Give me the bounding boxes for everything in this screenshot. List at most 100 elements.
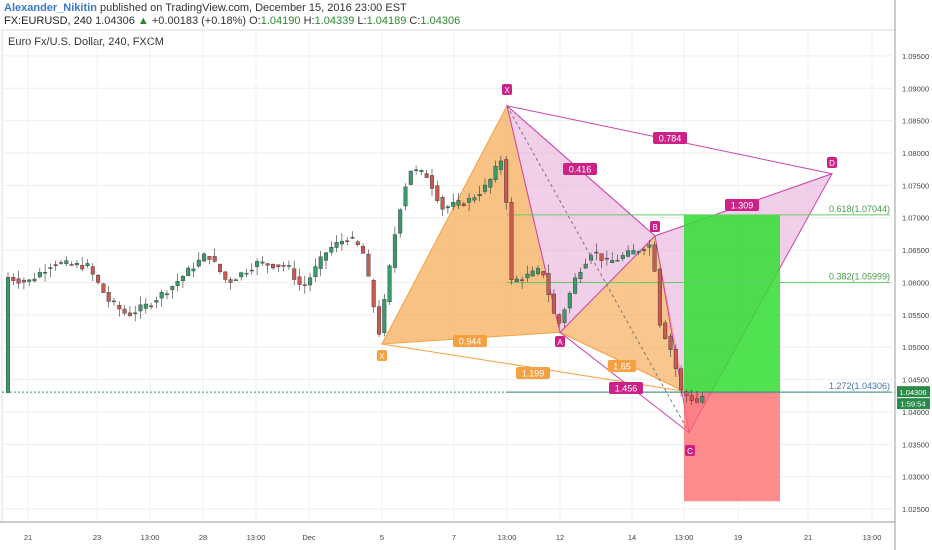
point-box [502,84,512,95]
point-box [685,445,695,456]
candle [673,344,678,377]
publish-info: published on TradingView.com, December 1… [99,2,407,14]
x-tick-label: 28 [199,533,207,542]
candles [5,155,705,405]
candle [536,265,541,276]
candle-body [700,396,705,403]
candle [302,275,307,294]
x-tick-label: 21 [24,533,32,542]
candle-body [626,250,631,257]
candle-body [668,335,673,350]
candle [604,250,609,266]
ratio-label-xb: 1.199 [516,367,550,379]
label-text: 1.309 [731,201,754,211]
up-arrow-icon: ▲ [137,15,149,27]
x-tick-label: 13:00 [247,533,266,542]
candle-body [308,277,313,286]
candle-body [101,283,106,293]
y-tick-label: 1.06500 [902,246,929,255]
candle [329,241,334,256]
candle [21,277,26,290]
candle-body [21,279,26,283]
candle [440,195,445,216]
candle-body [217,263,222,272]
y-tick-label: 1.07000 [902,214,929,223]
candle [514,275,519,283]
y-tick-label: 1.08500 [902,117,929,126]
candle [138,296,143,319]
candle-body [202,253,207,262]
x-tick-label: 13:00 [498,533,517,542]
y-tick-label: 1.04000 [902,408,929,417]
candle-body [170,286,175,291]
candle-body [594,251,599,254]
candle [244,268,249,278]
high-value: 1.04339 [314,15,355,27]
candle [313,258,318,282]
candle-body [313,266,318,278]
candle-body [398,209,403,234]
candle [149,302,154,310]
open-value: 1.04190 [260,15,301,27]
candle-body [53,264,58,266]
y-tick-label: 1.04500 [902,376,929,385]
candle-body [111,300,116,303]
candle-body [387,265,392,303]
candle-body [64,260,69,265]
ratio-label-ac: 1.456 [609,382,643,394]
candle [615,254,620,262]
candle-body [493,165,498,180]
label-box [563,163,597,175]
candle-body [366,253,371,277]
candle-body [350,237,355,239]
candle [414,165,419,175]
candle [122,305,127,316]
x-axis: 21 23 13:00 28 13:00 Dec 5 7 13:00 12 14 13:00 19 21 1… [24,30,881,542]
candle-body [27,279,32,282]
candle [700,392,705,405]
price-axis-tags: 1.04306 1:59:54 [897,386,930,410]
author-link[interactable]: Alexander_Nikitin [4,2,97,14]
x-tick-label: 13:00 [141,533,160,542]
candle [541,270,546,279]
candle-body [186,267,191,277]
candle [233,278,238,281]
candle [186,265,191,277]
y-tick-label: 1.09500 [902,52,929,61]
candle-body [371,280,376,308]
candle-body [106,292,111,302]
candle [631,244,636,255]
candle-body [636,251,641,253]
candle-body [96,274,101,283]
point-text: C [687,447,693,456]
candle [324,252,329,270]
candle-body [329,246,334,253]
candle [504,155,509,211]
candle-body [324,252,329,261]
candle-body [212,256,217,262]
candle-body [520,279,525,281]
pattern-line-bd [559,331,685,392]
candle [642,247,647,256]
candle-body [276,264,281,268]
candle-body [180,276,185,282]
candle [164,290,169,300]
point-b: B [650,221,660,232]
candle [695,390,700,404]
candle-body [530,270,535,277]
candle [525,265,530,282]
candle [451,193,456,211]
candle [530,266,535,277]
candle-body [249,269,254,272]
candle-body [345,240,350,242]
candle [361,243,366,254]
candle [419,169,424,176]
candle [477,185,482,202]
candle-body [599,253,604,261]
candle-body [382,299,387,333]
candle-body [695,398,700,403]
candle [520,276,525,290]
candle [578,267,583,283]
y-tick-label: 1.09000 [902,84,929,93]
